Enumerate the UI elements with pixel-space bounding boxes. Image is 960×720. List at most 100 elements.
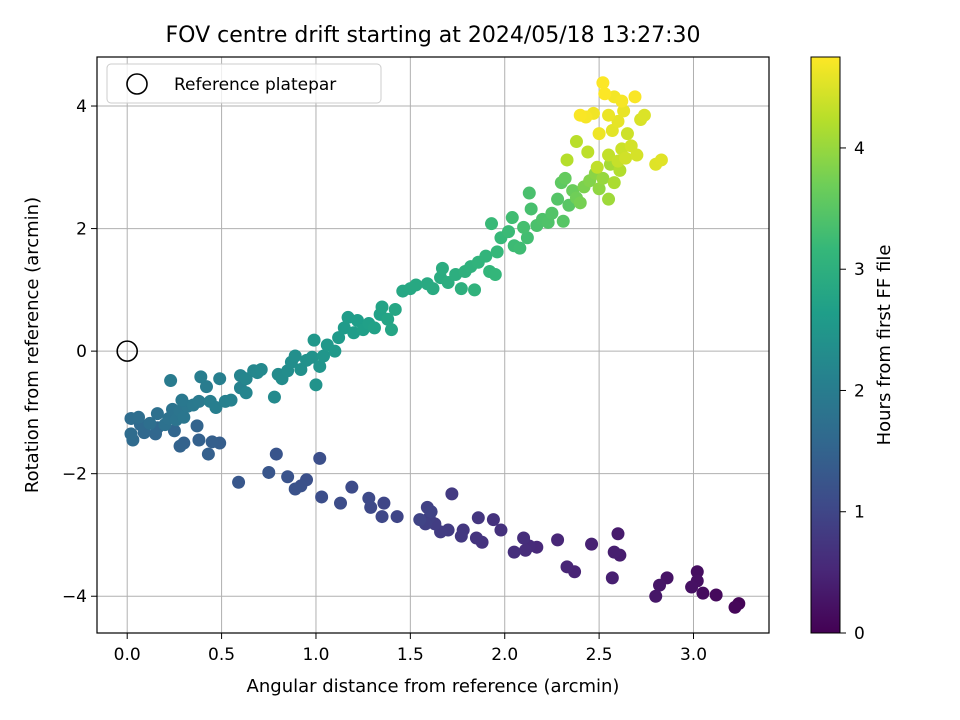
data-point xyxy=(390,510,404,524)
colorbar-label: Hours from first FF file xyxy=(874,245,895,446)
data-point xyxy=(598,87,612,101)
data-point xyxy=(490,245,504,259)
colorbar-tick-label: 3 xyxy=(854,260,865,280)
data-point xyxy=(305,350,319,364)
data-point xyxy=(173,439,187,453)
data-point xyxy=(551,192,565,206)
data-point xyxy=(728,600,742,614)
data-point xyxy=(150,407,164,421)
data-point xyxy=(709,588,723,602)
data-point xyxy=(175,393,189,407)
data-point xyxy=(602,148,616,162)
data-point xyxy=(696,586,710,600)
data-point xyxy=(620,127,634,141)
data-point xyxy=(619,151,633,165)
y-tick-label: 2 xyxy=(76,220,87,240)
data-point xyxy=(124,427,138,441)
x-tick-label: 1.5 xyxy=(397,645,424,665)
colorbar-ticks: 0 1 2 3 4 xyxy=(840,139,865,644)
data-point xyxy=(205,435,219,449)
data-point xyxy=(454,282,468,296)
data-point xyxy=(685,580,699,594)
data-point xyxy=(556,214,570,228)
data-point xyxy=(494,523,508,537)
data-point xyxy=(628,90,642,104)
data-point xyxy=(199,380,213,394)
data-point xyxy=(471,511,485,525)
data-point xyxy=(375,300,389,314)
data-point xyxy=(479,249,493,263)
data-point xyxy=(486,513,500,527)
colorbar xyxy=(810,56,841,634)
data-point xyxy=(313,451,327,465)
x-tick-label: 1.0 xyxy=(302,645,329,665)
y-tick-label: 0 xyxy=(76,342,87,362)
data-point xyxy=(384,323,398,337)
data-point xyxy=(611,527,625,541)
data-point xyxy=(132,410,146,424)
data-point xyxy=(232,475,246,489)
legend-entry-label: Reference platepar xyxy=(174,75,336,95)
data-point xyxy=(507,545,521,559)
data-point xyxy=(513,241,527,255)
data-point xyxy=(201,447,215,461)
data-point xyxy=(332,331,346,345)
data-point xyxy=(317,349,331,363)
data-point xyxy=(605,571,619,585)
data-point xyxy=(409,278,423,292)
data-point xyxy=(424,505,438,519)
data-point xyxy=(517,220,531,234)
data-point xyxy=(254,363,268,377)
data-point xyxy=(596,171,610,185)
data-point xyxy=(569,135,583,149)
legend-box xyxy=(106,63,382,104)
data-point xyxy=(653,578,667,592)
data-point xyxy=(524,202,538,216)
x-tick-label: 0.5 xyxy=(208,645,235,665)
data-point xyxy=(518,543,532,557)
y-tick-label: −4 xyxy=(62,587,87,607)
data-point xyxy=(505,211,519,225)
data-point xyxy=(649,589,663,603)
data-point xyxy=(362,491,376,505)
chart-title: FOV centre drift starting at 2024/05/18 … xyxy=(166,23,701,48)
x-tick-label: 2.5 xyxy=(586,645,613,665)
colorbar-tick-label: 1 xyxy=(854,503,865,523)
data-point xyxy=(590,160,604,174)
data-point xyxy=(213,372,227,386)
data-point xyxy=(560,560,574,574)
data-point xyxy=(426,282,440,296)
data-point xyxy=(611,114,625,128)
reference-point-marker xyxy=(116,340,139,362)
data-point xyxy=(573,196,587,210)
data-point xyxy=(469,531,483,545)
x-tick-label: 2.0 xyxy=(491,645,518,665)
y-axis-label: Rotation from reference (arcmin) xyxy=(22,197,43,493)
data-point xyxy=(262,465,276,479)
data-point xyxy=(194,370,208,384)
data-point xyxy=(445,487,459,501)
data-point xyxy=(545,206,559,220)
data-point xyxy=(592,182,606,196)
data-point xyxy=(488,268,502,282)
data-point xyxy=(388,302,402,316)
data-point xyxy=(485,217,499,231)
data-point xyxy=(637,108,651,122)
data-point xyxy=(375,510,389,524)
data-point xyxy=(209,401,223,415)
legend: Reference platepar xyxy=(106,63,382,104)
data-point xyxy=(192,433,206,447)
data-point xyxy=(288,482,302,496)
data-point xyxy=(602,108,616,122)
data-point xyxy=(267,390,281,404)
data-point xyxy=(690,565,704,579)
y-axis-ticks: −4 −2 0 2 4 xyxy=(62,97,97,607)
data-point xyxy=(607,545,621,559)
x-tick-label: 3.0 xyxy=(680,645,707,665)
data-point xyxy=(560,153,574,167)
data-point xyxy=(367,321,381,335)
data-point xyxy=(602,192,616,206)
data-point xyxy=(517,531,531,545)
